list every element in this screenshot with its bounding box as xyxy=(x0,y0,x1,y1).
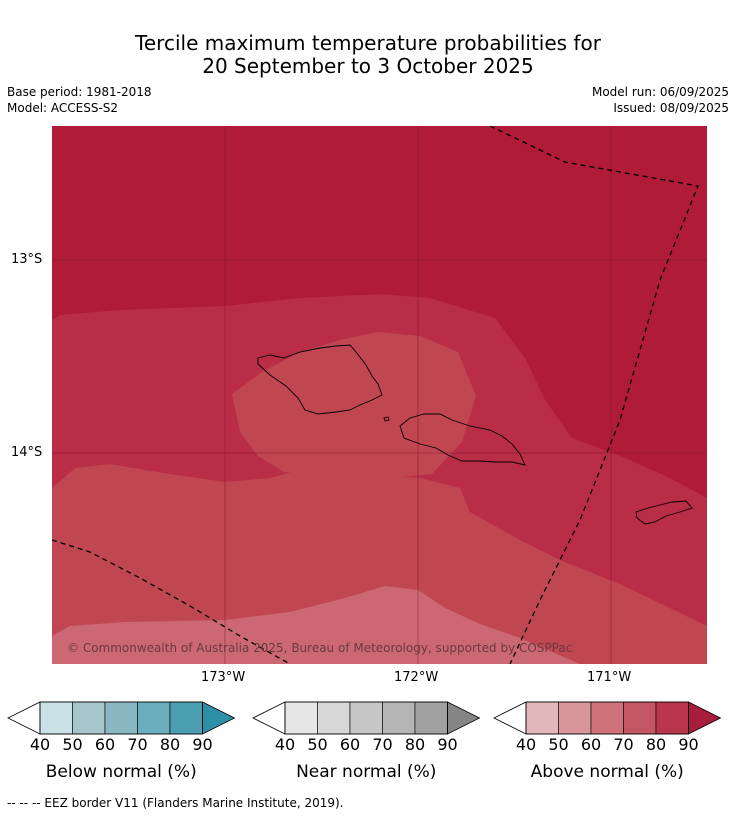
below-normal-colorbar-title: Below normal (%) xyxy=(45,762,197,782)
below-normal-colorbar-segment xyxy=(39,701,73,735)
above-normal-colorbar-tick: 90 xyxy=(678,735,699,754)
lon-label-173w: 173°W xyxy=(201,670,246,685)
near-normal-colorbar-segment xyxy=(284,701,318,735)
above-normal-colorbar-outline xyxy=(525,701,689,735)
eez-footnote: -- -- -- EEZ border V11 (Flanders Marine… xyxy=(7,796,344,810)
above-normal-colorbar-title: Above normal (%) xyxy=(530,762,684,782)
above-normal-colorbar-segment xyxy=(525,701,559,735)
below-normal-colorbar-segment xyxy=(104,701,138,735)
issued-date: Issued: 08/09/2025 xyxy=(613,101,729,115)
above-normal-colorbar-tick: 80 xyxy=(645,735,667,754)
island-savaii xyxy=(257,344,383,415)
above-normal-colorbar-tick: 50 xyxy=(548,735,569,754)
above-normal-colorbar-tick: 60 xyxy=(580,735,602,754)
near-normal-colorbar-segment xyxy=(349,701,383,735)
above-normal-colorbar-tick: 40 xyxy=(515,735,537,754)
model-name: Model: ACCESS-S2 xyxy=(7,101,119,115)
below-normal-colorbar-low-extend xyxy=(7,701,41,735)
lon-label-171w: 171°W xyxy=(587,670,632,685)
base-period: Base period: 1981-2018 xyxy=(7,85,152,99)
region-above-60 xyxy=(52,586,580,664)
island-tutuila xyxy=(635,500,693,525)
above-normal-colorbar-segment xyxy=(655,701,689,735)
near-normal-colorbar-low-extend xyxy=(252,701,286,735)
model-run: Model run: 06/09/2025 xyxy=(591,85,729,99)
region-above-70-center xyxy=(232,332,476,478)
below-normal-colorbar-tick: 80 xyxy=(159,735,181,754)
near-normal-colorbar-title: Near normal (%) xyxy=(296,762,437,782)
near-normal-colorbar-tick: 50 xyxy=(307,735,328,754)
region-above-70 xyxy=(52,464,707,664)
below-normal-colorbar-outline xyxy=(39,701,203,735)
below-normal-colorbar-high-extend xyxy=(202,701,236,735)
island-upolu xyxy=(399,413,526,466)
below-normal-colorbar-tick: 60 xyxy=(94,735,116,754)
near-normal-colorbar-segment xyxy=(317,701,351,735)
near-normal-colorbar-tick: 40 xyxy=(274,735,296,754)
below-normal-colorbar-segment xyxy=(72,701,106,735)
eez-borders xyxy=(52,126,699,664)
lat-label-13s: 13°S xyxy=(11,252,43,267)
below-normal-colorbar-tick: 90 xyxy=(192,735,213,754)
lon-label-172w: 172°W xyxy=(394,670,439,685)
near-normal-colorbar-tick: 60 xyxy=(339,735,361,754)
below-normal-colorbar-tick: 50 xyxy=(62,735,83,754)
chart-title-line2: 20 September to 3 October 2025 xyxy=(202,54,534,78)
below-normal-colorbar-segment xyxy=(169,701,203,735)
near-normal-colorbar-high-extend xyxy=(447,701,481,735)
grid-lines xyxy=(52,126,707,664)
chart-title-line1: Tercile maximum temperature probabilitie… xyxy=(135,31,601,55)
near-normal-colorbar-tick: 90 xyxy=(437,735,458,754)
above-normal-colorbar-tick: 70 xyxy=(613,735,634,754)
below-normal-colorbar-segment xyxy=(137,701,171,735)
below-normal-colorbar-tick: 40 xyxy=(29,735,51,754)
above-normal-colorbar-low-extend xyxy=(493,701,527,735)
lat-label-14s: 14°S xyxy=(11,445,43,460)
near-normal-colorbar-segment xyxy=(382,701,416,735)
near-normal-colorbar-segment xyxy=(414,701,448,735)
copyright-notice: © Commonwealth of Australia 2025, Bureau… xyxy=(67,641,573,655)
eez-border-east xyxy=(489,126,699,664)
colorbar-group xyxy=(7,701,722,735)
above-normal-colorbar-segment xyxy=(590,701,624,735)
probability-map xyxy=(52,126,707,664)
near-normal-colorbar-outline xyxy=(284,701,448,735)
near-normal-colorbar-tick: 70 xyxy=(372,735,393,754)
islands xyxy=(257,344,693,525)
above-normal-colorbar-segment xyxy=(558,701,592,735)
above-normal-colorbar-high-extend xyxy=(688,701,722,735)
above-normal-colorbar-segment xyxy=(623,701,657,735)
below-normal-colorbar-tick: 70 xyxy=(127,735,148,754)
near-normal-colorbar-tick: 80 xyxy=(404,735,426,754)
island-apolima xyxy=(383,416,390,422)
